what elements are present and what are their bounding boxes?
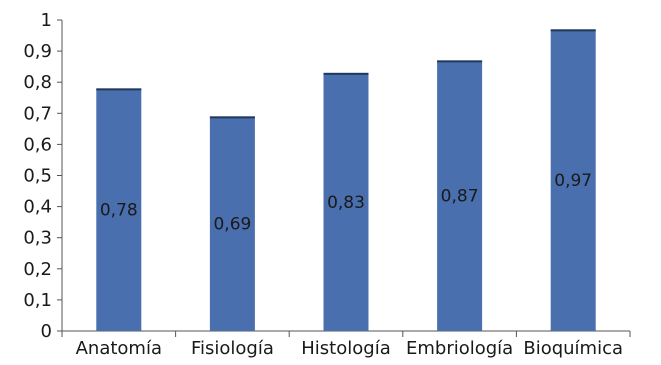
y-tick-label: 0,3 (23, 228, 52, 249)
data-label: 0,78 (100, 201, 138, 221)
y-tick-label: 0,9 (23, 41, 52, 62)
bar (209, 116, 255, 331)
x-tick-label: Fisiología (191, 338, 274, 359)
y-tick-label: 0,4 (23, 197, 52, 218)
x-tick-label: Bioquímica (523, 338, 623, 359)
bar (550, 29, 596, 332)
y-tick-label: 0,2 (23, 259, 52, 280)
bar (96, 88, 142, 331)
y-tick-label: 0,7 (23, 103, 52, 124)
y-tick-label: 0,5 (23, 166, 52, 187)
bar (437, 60, 483, 332)
y-tick-label: 0 (41, 321, 52, 342)
y-tick-label: 0,6 (23, 134, 52, 155)
bar (323, 72, 369, 332)
x-tick-label: Anatomía (76, 338, 162, 359)
data-label: 0,69 (213, 215, 251, 235)
data-label: 0,97 (554, 171, 592, 191)
y-tick-label: 0,8 (23, 72, 52, 93)
data-label: 0,87 (441, 187, 479, 207)
x-tick-label: Histología (301, 338, 390, 359)
x-tick-label: Embriología (406, 338, 513, 359)
data-label: 0,83 (327, 193, 365, 213)
y-tick-label: 1 (41, 10, 52, 31)
y-tick-label: 0,1 (23, 290, 52, 311)
